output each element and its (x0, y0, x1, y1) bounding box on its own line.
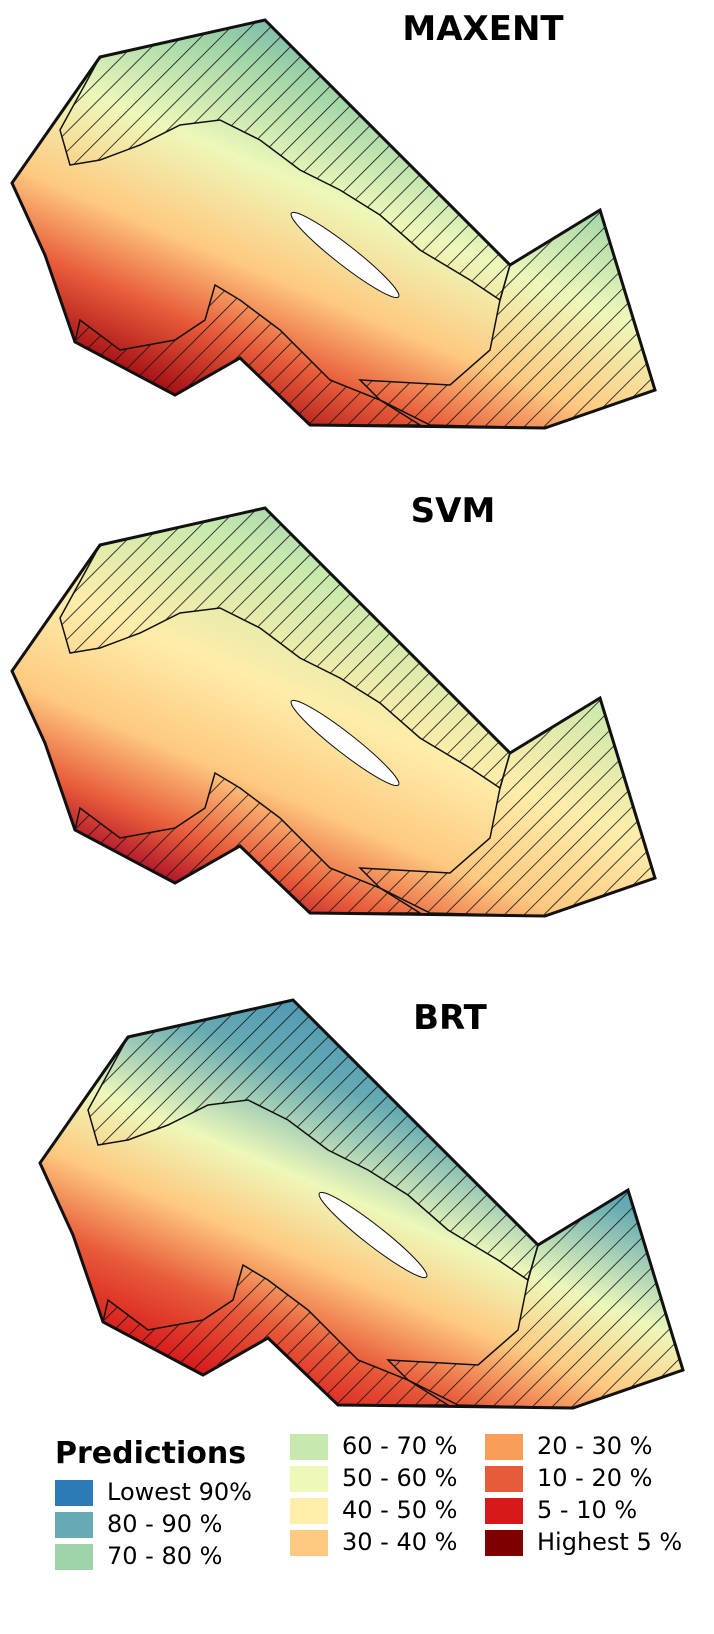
map-title: BRT (413, 998, 488, 1038)
page: {"maps": [{"title": "MAXENT"}, {"title":… (0, 0, 714, 1634)
legend-label: 40 - 50 % (342, 1496, 457, 1524)
legend-swatch (290, 1466, 328, 1492)
legend-swatch (55, 1480, 93, 1506)
legend-label: 20 - 30 % (537, 1432, 652, 1460)
legend-label: Highest 5 % (537, 1528, 682, 1556)
legend-swatch (55, 1512, 93, 1538)
legend-swatch (485, 1434, 523, 1460)
legend-swatch (290, 1434, 328, 1460)
legend-label: 30 - 40 % (342, 1528, 457, 1556)
legend-label: 70 - 80 % (107, 1542, 222, 1570)
legend-swatch (290, 1498, 328, 1524)
legend-label: Lowest 90% (107, 1478, 252, 1506)
legend-label: 50 - 60 % (342, 1464, 457, 1492)
map-title: MAXENT (402, 9, 564, 49)
map (12, 508, 655, 916)
map-title: SVM (411, 491, 496, 531)
legend-label: 80 - 90 % (107, 1510, 222, 1538)
legend-swatch (290, 1530, 328, 1556)
map (12, 20, 655, 428)
legend-label: 60 - 70 % (342, 1432, 457, 1460)
legend-swatch (485, 1498, 523, 1524)
legend-swatch (485, 1466, 523, 1492)
legend-title: Predictions (55, 1436, 246, 1471)
legend-swatch (55, 1544, 93, 1570)
legend-label: 5 - 10 % (537, 1496, 637, 1524)
figure: MAXENT SVM BRT Predictions Lowest 90% 80 - 90… (0, 0, 714, 1634)
legend-swatch (485, 1530, 523, 1556)
legend-label: 10 - 20 % (537, 1464, 652, 1492)
map (40, 1000, 683, 1408)
